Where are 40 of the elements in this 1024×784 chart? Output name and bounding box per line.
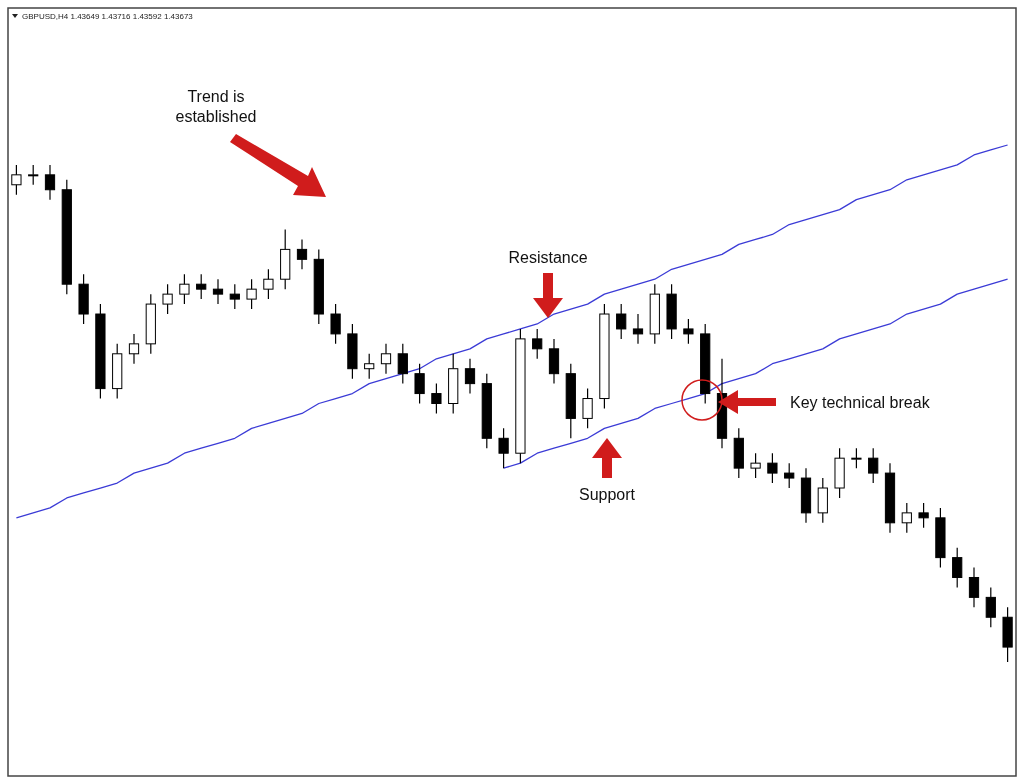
annotation: Resistance (508, 249, 588, 266)
candlestick (683, 318, 694, 345)
candlestick (246, 278, 257, 310)
candlestick (196, 273, 207, 300)
candlestick (464, 358, 476, 395)
candlestick (750, 452, 761, 479)
text: Trend is established (175, 88, 257, 125)
candlestick (296, 238, 308, 270)
chart-title: GBPUSD,H4 1.43649 1.43716 1.43592 1.43673 (22, 12, 194, 21)
candlestick (918, 502, 929, 529)
candlestick (364, 353, 375, 380)
candlestick (901, 502, 912, 534)
candlestick (212, 278, 224, 305)
candlestick (179, 273, 190, 305)
candlestick (767, 452, 778, 484)
candlestick (985, 586, 996, 628)
candlestick (968, 566, 980, 608)
candlestick (582, 387, 593, 429)
candlestick (868, 447, 879, 484)
candlestick (532, 328, 543, 360)
candlestick (44, 164, 56, 201)
candlestick (498, 427, 509, 469)
candlestick (397, 343, 408, 385)
candlestick (632, 313, 644, 345)
candlestick (616, 303, 627, 340)
candlestick (128, 333, 140, 365)
candlestick (11, 164, 22, 196)
candlestick (229, 283, 240, 310)
candlestick (162, 283, 173, 315)
candlestick (380, 343, 392, 375)
candlestick (952, 547, 963, 589)
candlestick (414, 363, 425, 405)
candlestick (330, 303, 341, 345)
candlestick (28, 164, 39, 186)
candlestick (263, 268, 274, 300)
candlestick (851, 447, 862, 469)
candlestick (431, 383, 442, 415)
annotation: Key technical break (790, 394, 931, 411)
annotation: Support (578, 486, 636, 503)
candlestick (784, 462, 795, 489)
